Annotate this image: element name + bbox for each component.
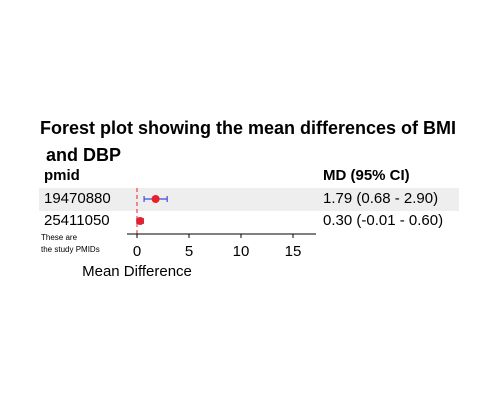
chart-title-line1: Forest plot showing the mean differences…: [40, 118, 457, 138]
study-md-ci: 1.79 (0.68 - 2.90): [323, 190, 439, 207]
x-tick-label: 5: [185, 243, 193, 260]
column-header-pmid: pmid: [44, 167, 80, 184]
effect-point: [136, 217, 145, 225]
row-shade: [39, 188, 459, 211]
x-axis-label: Mean Difference: [82, 263, 192, 280]
pmid-note-line2: the study PMIDs: [41, 245, 100, 254]
column-header-md-ci: MD (95% CI): [323, 167, 410, 184]
x-tick-label: 15: [285, 243, 302, 260]
x-tick-label: 0: [133, 243, 141, 260]
study-md-ci: 0.30 (-0.01 - 0.60): [323, 212, 444, 229]
study-pmid: 25411050: [44, 212, 110, 229]
pmid-note-line1: These are: [41, 233, 78, 242]
study-pmid: 19470880: [44, 190, 111, 207]
effect-point: [151, 195, 160, 203]
chart-title-line2: and DBP: [46, 145, 122, 165]
x-tick-label: 10: [233, 243, 250, 260]
